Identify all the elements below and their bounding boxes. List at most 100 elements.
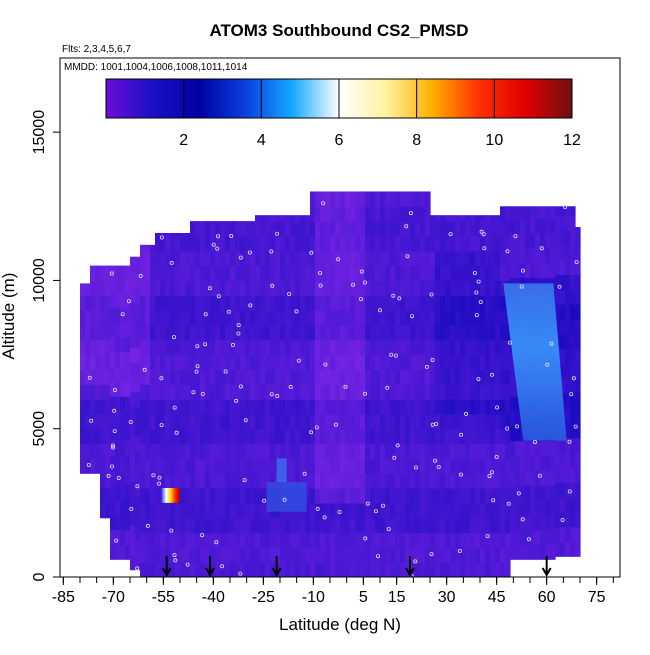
heatmap-cell — [105, 443, 111, 459]
heatmap-cell — [335, 265, 341, 282]
heatmap-cell — [255, 488, 261, 504]
heatmap-cell — [230, 547, 236, 563]
heatmap-cell — [385, 310, 391, 326]
heatmap-cell — [325, 532, 331, 548]
heatmap-cell — [325, 250, 331, 267]
heatmap-cell — [165, 235, 171, 252]
observation-point — [169, 528, 174, 533]
heatmap-cell — [495, 532, 501, 548]
heatmap-cell — [175, 310, 181, 326]
observation-point — [86, 462, 91, 467]
heatmap-cell — [515, 425, 521, 442]
heatmap-cell — [180, 250, 186, 267]
heatmap-cell — [565, 244, 571, 261]
heatmap-cell — [265, 235, 271, 252]
heatmap-cell — [540, 247, 546, 264]
heatmap-cell — [350, 488, 356, 504]
heatmap-cell — [490, 384, 496, 400]
heatmap-cell — [365, 191, 371, 207]
heatmap-cell — [160, 532, 166, 548]
heatmap-cell — [385, 265, 391, 282]
heatmap-cell — [265, 399, 271, 415]
heatmap-cell — [345, 310, 351, 326]
heatmap-cell — [295, 399, 301, 415]
observation-point — [87, 375, 92, 380]
heatmap-cell — [215, 384, 221, 400]
heatmap-cell — [420, 324, 426, 341]
heatmap-cell — [455, 532, 461, 548]
heatmap-cell — [310, 235, 316, 252]
heatmap-cell — [340, 324, 346, 341]
heatmap-cell — [420, 265, 426, 282]
heatmap-cell — [360, 562, 366, 577]
heatmap-cell — [80, 413, 86, 430]
heatmap-cell — [140, 488, 146, 504]
heatmap-cell — [465, 413, 471, 430]
colorbar-tick-label: 10 — [485, 132, 503, 149]
heatmap-cell — [325, 458, 331, 474]
heatmap-cell — [395, 235, 401, 252]
heatmap-cell — [365, 295, 371, 311]
heatmap-cell — [470, 443, 476, 459]
heatmap-cell — [345, 428, 351, 445]
heatmap-cell — [455, 215, 461, 222]
heatmap-cell — [375, 517, 381, 534]
heatmap-cell — [150, 280, 156, 296]
heatmap-cell — [130, 554, 136, 571]
heatmap-cell — [575, 496, 581, 513]
heatmap-cell — [505, 562, 511, 577]
heatmap-cell — [275, 562, 281, 577]
heatmap-cell — [250, 399, 256, 415]
heatmap-cell — [310, 206, 316, 222]
heatmap-cell — [495, 517, 501, 534]
heatmap-cell — [220, 265, 226, 282]
heatmap-cell — [415, 221, 421, 237]
heatmap-cell — [570, 378, 576, 394]
heatmap-cell — [255, 354, 261, 370]
heatmap-cell — [520, 440, 526, 457]
heatmap-cell — [570, 244, 576, 261]
heatmap-cell — [455, 265, 461, 282]
heatmap-cell — [210, 443, 216, 459]
heatmap-cell — [350, 354, 356, 370]
heatmap-cell — [185, 458, 191, 474]
heatmap-cell — [170, 517, 176, 534]
heatmap-cell — [260, 354, 266, 370]
heatmap-cell — [225, 399, 231, 415]
heatmap-cell — [570, 289, 576, 305]
heatmap-cell — [135, 406, 141, 422]
observation-point — [216, 294, 221, 299]
heatmap-cell — [555, 482, 561, 498]
heatmap-cell — [395, 443, 401, 459]
observation-point — [116, 475, 121, 480]
heatmap-cell — [310, 517, 316, 534]
heatmap-cell — [530, 470, 536, 486]
heatmap-cell — [105, 413, 111, 430]
observation-point — [429, 552, 434, 557]
heatmap-cell — [170, 250, 176, 267]
heatmap-cell — [120, 336, 126, 353]
heatmap-cell — [500, 473, 506, 489]
heatmap-cell — [415, 413, 421, 430]
heatmap-cell — [345, 191, 351, 207]
heatmap-cell — [300, 250, 306, 267]
heatmap-cell — [290, 428, 296, 445]
heatmap-cell — [270, 339, 276, 356]
heatmap-cell — [210, 310, 216, 326]
heatmap-cell — [290, 221, 296, 237]
heatmap-cell — [360, 206, 366, 222]
heatmap-cell — [130, 302, 136, 319]
heatmap-cell — [200, 221, 206, 237]
heatmap-cell — [120, 499, 126, 516]
heatmap-cell — [85, 324, 91, 341]
heatmap-cell — [390, 324, 396, 341]
heatmap-cell — [545, 232, 551, 249]
heatmap-cell — [80, 399, 86, 415]
heatmap-cell — [265, 517, 271, 534]
heatmap-cell — [185, 280, 191, 296]
heatmap-cell — [470, 215, 476, 222]
heatmap-cell — [400, 235, 406, 252]
heatmap-cell — [235, 354, 241, 370]
heatmap-cell — [290, 265, 296, 282]
heatmap-cell — [270, 428, 276, 445]
